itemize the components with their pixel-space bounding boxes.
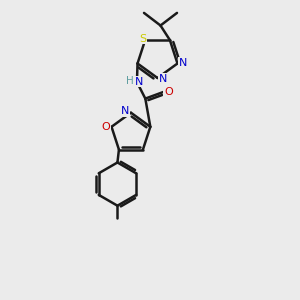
Text: O: O xyxy=(164,87,173,97)
Text: N: N xyxy=(158,74,167,84)
Text: S: S xyxy=(139,34,146,44)
Text: N: N xyxy=(134,77,143,87)
Text: O: O xyxy=(102,122,110,132)
Text: N: N xyxy=(178,58,187,68)
Text: N: N xyxy=(121,106,130,116)
Text: H: H xyxy=(127,76,134,86)
